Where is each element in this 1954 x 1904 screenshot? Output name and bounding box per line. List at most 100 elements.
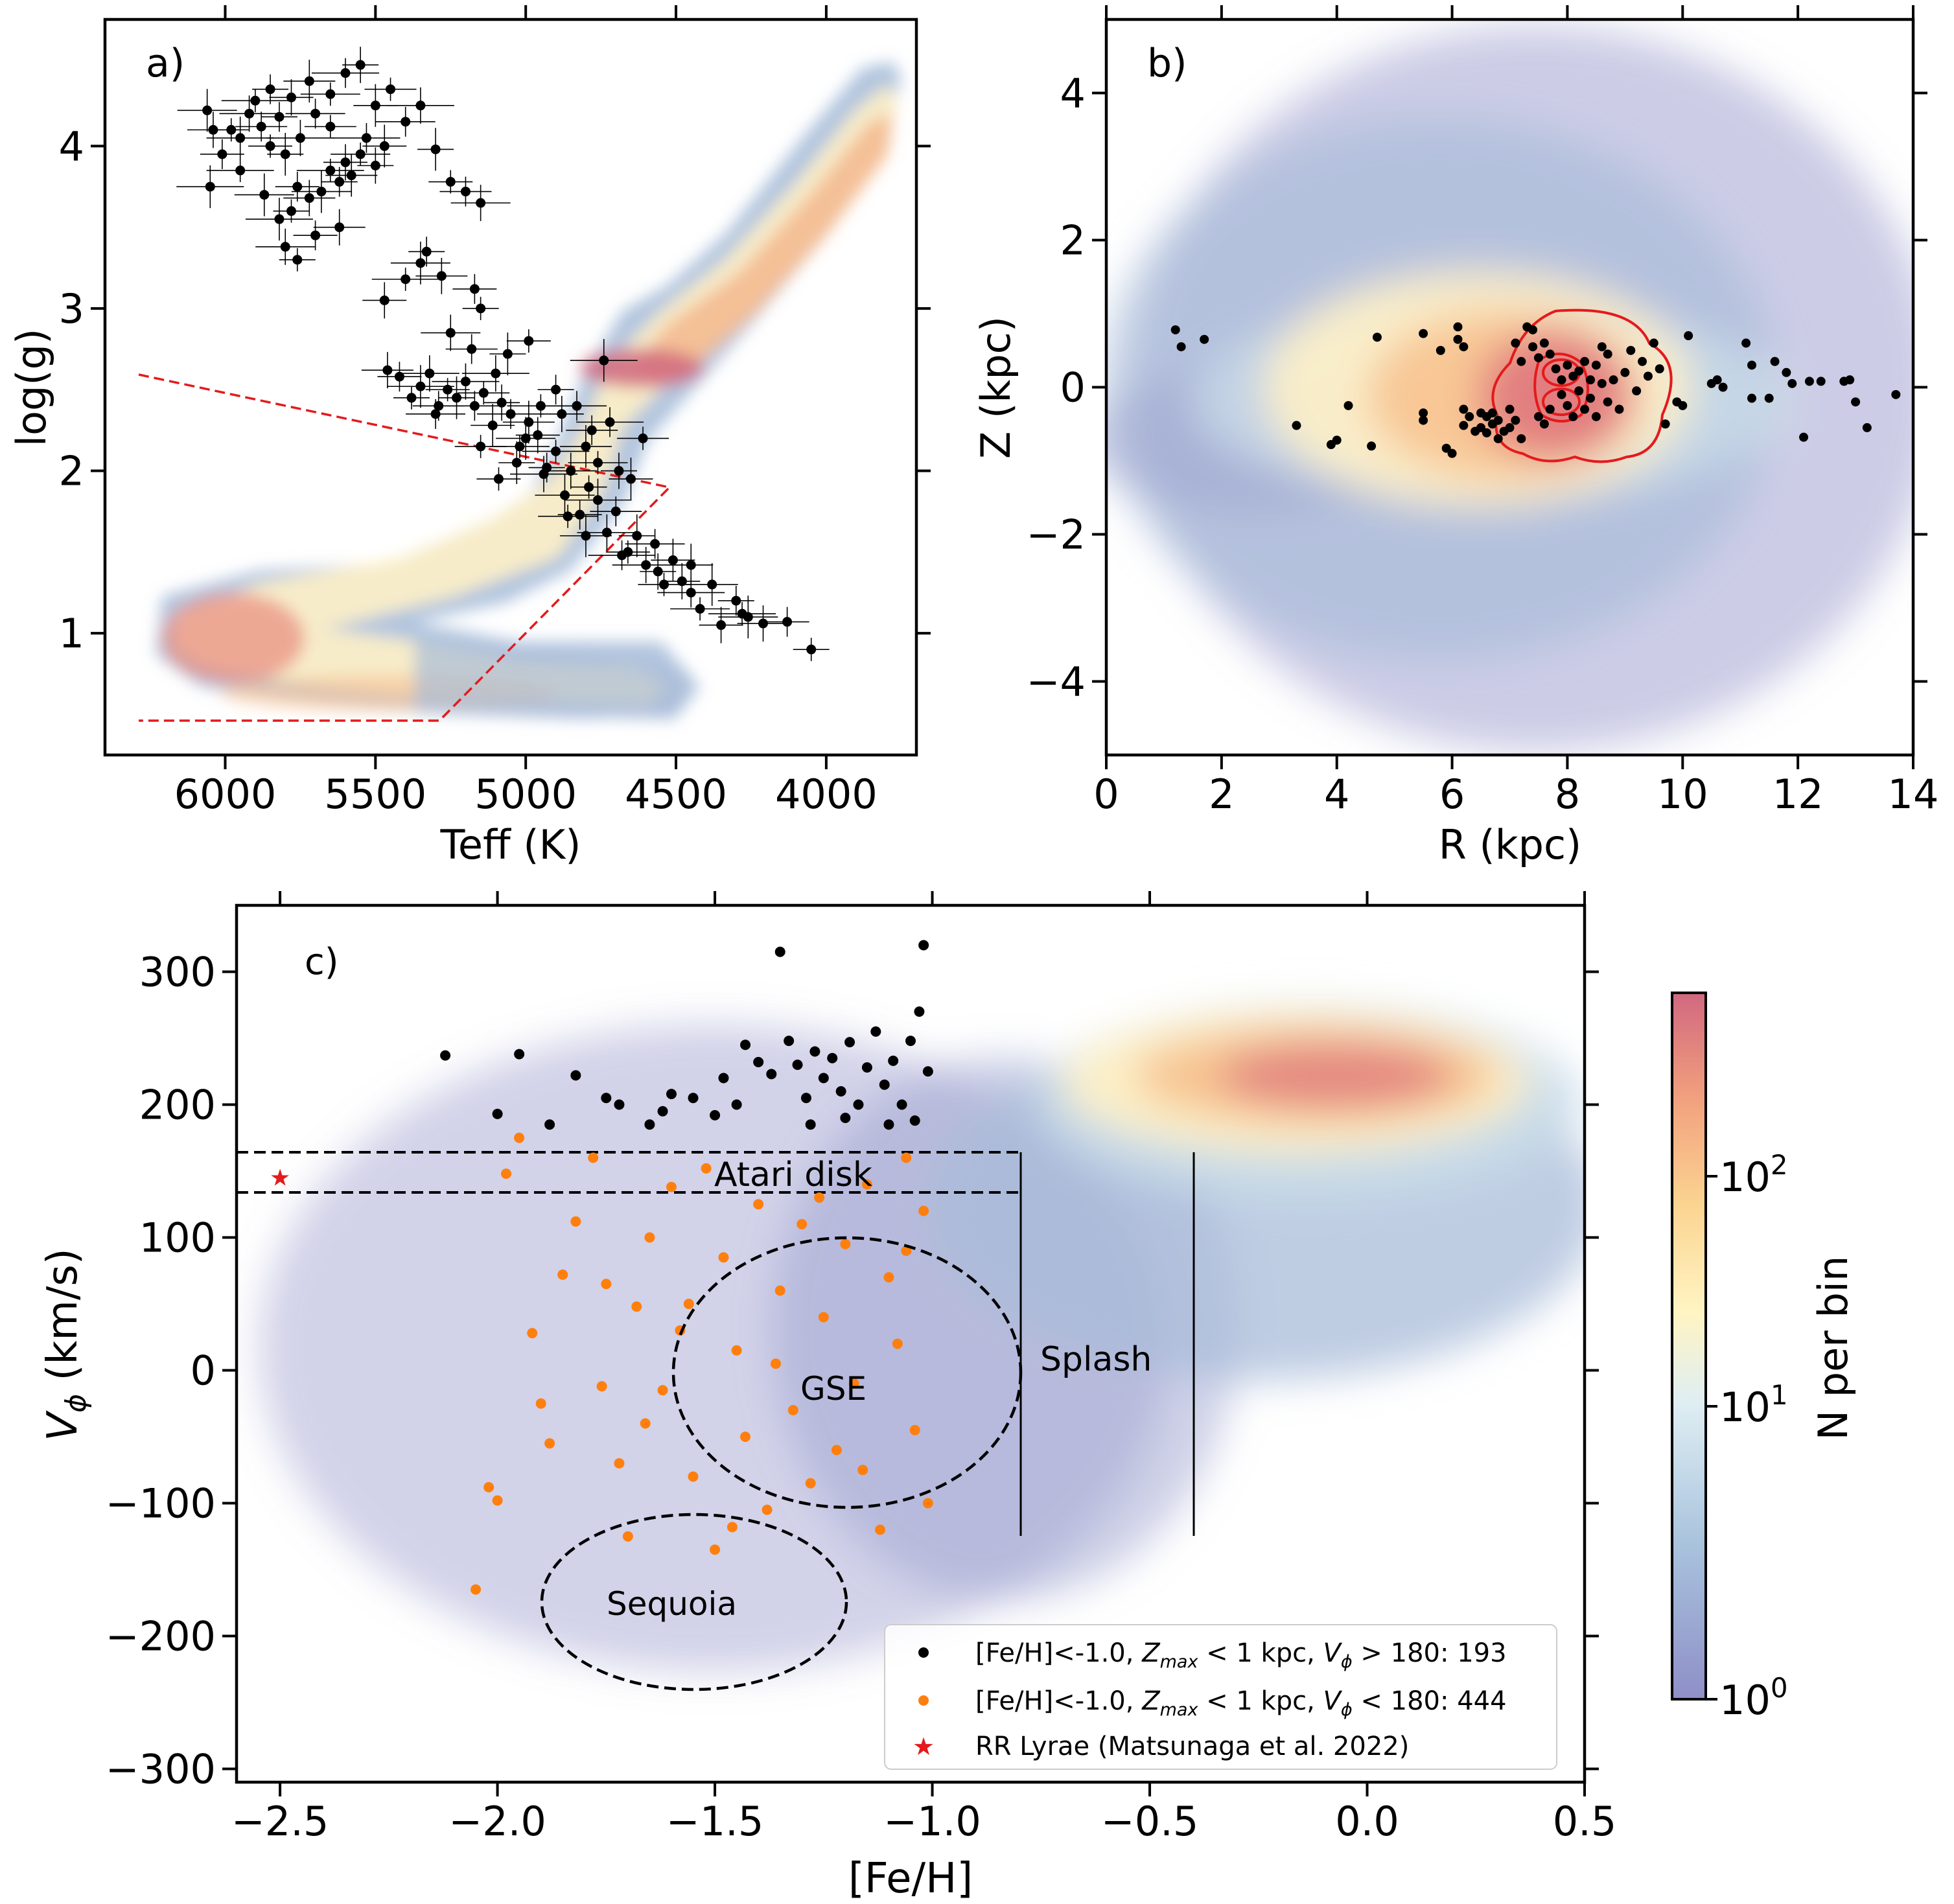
panel-c-black-point	[544, 1119, 555, 1130]
panel-c-orange-point	[922, 1498, 933, 1509]
panel-c-orange-point	[918, 1205, 929, 1216]
panel-a-point	[355, 149, 366, 159]
panel-a-point	[737, 609, 747, 619]
panel-c-orange-point	[875, 1524, 886, 1535]
panel-a-point	[406, 393, 417, 403]
panel-a-point	[566, 466, 576, 476]
panel-a-point	[205, 181, 215, 192]
panel-a-point	[286, 92, 296, 102]
panel-a-point	[325, 121, 336, 132]
panel-c-orange-point	[471, 1584, 482, 1595]
panel-c-orange-point	[805, 1478, 816, 1489]
panel-b-point	[1747, 393, 1756, 403]
panel-b-ytick-label: −2	[1027, 511, 1086, 559]
panel-b-point	[1741, 338, 1751, 348]
panel-b-point	[1816, 377, 1826, 386]
panel-a-point	[415, 381, 426, 391]
panel-a-point	[274, 111, 285, 122]
colorbar-gradient	[1671, 992, 1707, 1701]
panel-a-point	[415, 258, 426, 268]
panel-c-orange-point	[909, 1424, 920, 1435]
panel-a-point	[587, 425, 597, 435]
panel-c-ytick-label: −300	[106, 1746, 216, 1793]
panel-c-orange-point	[483, 1481, 494, 1492]
panel-c-orange-point	[688, 1471, 699, 1482]
panel-b-point	[1862, 423, 1872, 432]
panel-a-point	[434, 401, 444, 411]
panel-c-orange-point	[814, 1192, 825, 1203]
panel-c-xtick-label: −2.0	[448, 1798, 546, 1845]
panel-c-ytick-label: 0	[191, 1347, 216, 1395]
panel-b-point	[1367, 441, 1377, 451]
panel-b-point	[1586, 375, 1595, 385]
panel-b-point	[1580, 404, 1590, 414]
panel-c-orange-point	[892, 1338, 903, 1349]
panel-a-point	[524, 417, 534, 427]
panel-a-point	[614, 466, 624, 476]
panel-a-ytick-label: 4	[59, 122, 84, 170]
panel-b-point	[1545, 404, 1555, 414]
panel-b-point	[1580, 356, 1590, 366]
panel-a-xtick-label: 5000	[474, 771, 577, 818]
panel-c-orange-point	[848, 1378, 859, 1389]
panel-c-orange-point	[762, 1504, 773, 1515]
panel-a-point	[430, 409, 441, 419]
panel-a-point	[280, 242, 290, 252]
panel-a-point	[592, 458, 603, 468]
panel-a-point	[575, 509, 585, 520]
panel-c-orange-point	[644, 1232, 655, 1243]
panel-c-orange-point	[588, 1152, 599, 1163]
panel-b-point	[1574, 366, 1584, 376]
panel-a-point	[601, 528, 612, 538]
colorbar-tick-2: 102	[1719, 1149, 1788, 1201]
panel-a-point	[716, 620, 727, 631]
panel-a-point	[280, 149, 290, 159]
panel-a-point	[460, 187, 471, 197]
panel-a-point	[265, 141, 275, 151]
panel-a-point	[304, 193, 314, 203]
panel-b-point	[1638, 356, 1647, 366]
panel-a-density	[156, 62, 901, 719]
panel-b-point	[1505, 423, 1515, 432]
panel-a-point	[686, 587, 696, 598]
panel-a-point	[250, 95, 261, 106]
panel-b-point	[1539, 338, 1549, 348]
panel-a-point	[235, 165, 246, 176]
panel-b-point	[1603, 349, 1612, 359]
panel-b-point	[1332, 435, 1342, 445]
panel-a-point	[539, 469, 549, 480]
panel-c-orange-point	[527, 1328, 538, 1339]
contour-inner-2	[1542, 388, 1581, 416]
panel-a-point	[361, 133, 371, 143]
panel-b-point	[1643, 371, 1653, 381]
panel-b-point	[1539, 419, 1549, 429]
panel-b-point	[1851, 397, 1861, 407]
panel-a-point	[370, 100, 380, 111]
panel-b-point	[1649, 338, 1658, 348]
panel-a-point	[731, 596, 741, 606]
panel-a-point	[379, 141, 390, 151]
panel-a-point	[445, 328, 456, 338]
panel-c-black-point	[718, 1073, 729, 1084]
panel-c-orange-point	[514, 1132, 525, 1143]
panel-b-point	[1493, 434, 1503, 443]
panel-c-ticks: −2.5 −2.0 −1.5 −1.0 −0.5 0.0 0.5 300 200 100 0 −100…	[106, 891, 1616, 1845]
panel-a-point	[334, 177, 345, 187]
panel-a-frame	[103, 17, 918, 757]
legend-box	[884, 1624, 1557, 1770]
panel-a-point	[386, 84, 396, 95]
panel-a-point	[677, 576, 687, 586]
panel-b-point	[1597, 378, 1607, 388]
panel-b-point	[1447, 448, 1457, 458]
panel-a-point	[638, 433, 648, 443]
panel-a-point	[707, 579, 717, 590]
panel-c-xtick-label: −2.5	[231, 1798, 329, 1845]
panel-c-orange-point	[501, 1168, 511, 1179]
splash-label: Splash	[1040, 1340, 1152, 1379]
panel-a-point	[502, 349, 513, 359]
panel-c-black-point	[909, 1115, 920, 1126]
panel-a-point	[436, 271, 447, 281]
panel-c-orange-point	[570, 1216, 581, 1227]
panel-c-orange-point	[596, 1381, 607, 1392]
